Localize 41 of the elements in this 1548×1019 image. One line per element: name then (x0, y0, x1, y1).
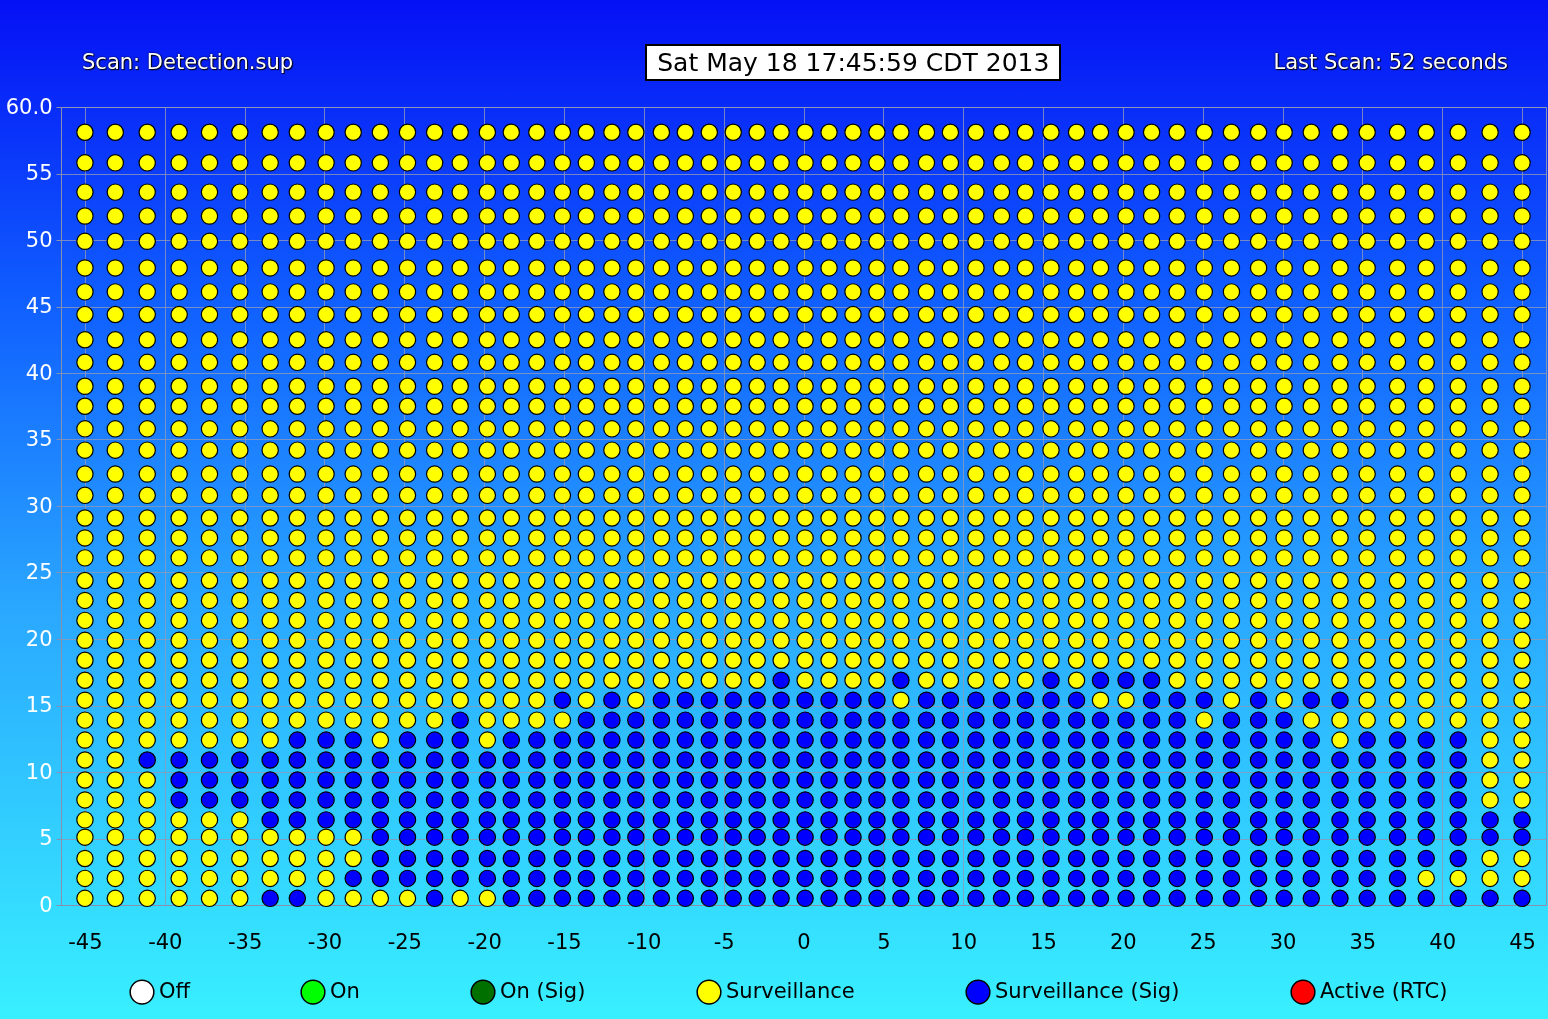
y-tick-label: 60.0 (5, 94, 53, 119)
x-tick-label: -40 (148, 929, 183, 954)
legend-label: Surveillance (Sig) (995, 979, 1180, 1004)
x-tick-label: 25 (1189, 929, 1217, 954)
legend-label: Surveillance (726, 979, 855, 1004)
x-tick-label: 0 (797, 929, 811, 954)
x-tick-label: -35 (227, 929, 263, 954)
x-tick-label: 5 (877, 929, 891, 954)
text: Last Scan: 52 seconds (1273, 50, 1508, 74)
x-tick-label: -30 (307, 929, 343, 954)
y-tick-label: 20 (25, 626, 53, 651)
x-tick-label: 20 (1109, 929, 1137, 954)
y-tick-label: 10 (25, 759, 53, 784)
y-tick-label: 5 (39, 826, 53, 850)
legend-label: Off (159, 979, 191, 1004)
text: Scan: Detection.sup (82, 50, 294, 74)
x-tick-label: 15 (1030, 929, 1057, 954)
x-tick-label: -20 (467, 929, 502, 954)
x-tick-label: -10 (627, 929, 662, 954)
y-tick-label: 0 (39, 892, 53, 917)
legend-label: Active (RTC) (1320, 979, 1448, 1004)
x-tick-label: 30 (1269, 929, 1297, 954)
y-tick-label: 35 (25, 427, 53, 451)
x-tick-label: -45 (68, 929, 103, 954)
chart-title: Sat May 18 17:45:59 CDT 2013 (645, 43, 1062, 81)
y-tick-label: 30 (25, 493, 53, 518)
x-tick-label: -5 (713, 929, 735, 954)
x-tick-label: -15 (547, 929, 582, 954)
x-tick-label: 10 (950, 929, 978, 954)
x-tick-label: 40 (1429, 929, 1457, 954)
x-tick-label: 35 (1349, 929, 1377, 954)
legend-label: On (Sig) (500, 979, 586, 1004)
y-tick-label: 25 (25, 560, 53, 584)
x-tick-label: -25 (387, 929, 422, 954)
y-tick-label: 45 (25, 294, 53, 318)
y-tick-label: 50 (25, 227, 53, 252)
legend-label: On (330, 979, 360, 1004)
x-tick-label: 45 (1509, 929, 1536, 954)
y-tick-label: 15 (25, 693, 53, 717)
y-tick-label: 55 (25, 161, 53, 185)
y-tick-label: 40 (25, 360, 53, 385)
